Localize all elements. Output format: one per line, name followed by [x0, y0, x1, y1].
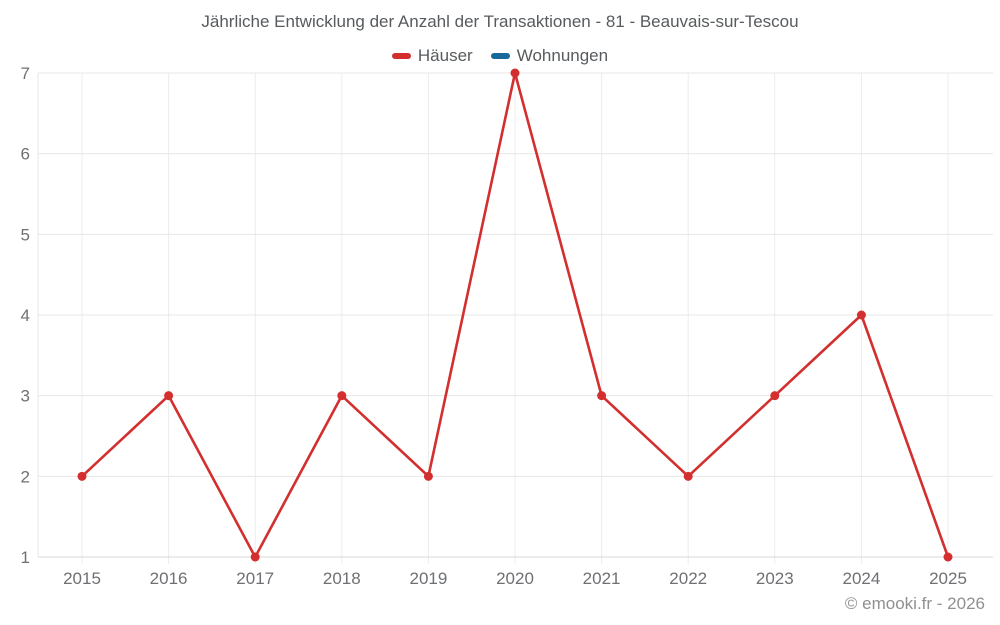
x-tick-label: 2020 [496, 569, 534, 588]
y-tick-label: 1 [21, 548, 30, 567]
legend-label: Häuser [417, 46, 473, 65]
data-point[interactable] [423, 471, 433, 481]
data-point[interactable] [510, 68, 520, 78]
x-tick-label: 2017 [236, 569, 274, 588]
x-tick-label: 2015 [63, 569, 101, 588]
legend-label: Wohnungen [516, 46, 609, 65]
x-tick-label: 2018 [323, 569, 361, 588]
y-tick-label: 4 [21, 306, 30, 325]
data-point[interactable] [164, 391, 174, 401]
data-point[interactable] [250, 552, 260, 562]
chart-title: Jährliche Entwicklung der Anzahl der Tra… [201, 12, 799, 31]
legend: Häuser Wohnungen [0, 46, 1000, 66]
y-tick-label: 7 [21, 64, 30, 83]
data-point[interactable] [943, 552, 953, 562]
y-tick-label: 6 [21, 145, 30, 164]
data-point[interactable] [770, 391, 780, 401]
x-tick-label: 2023 [756, 569, 794, 588]
x-tick-label: 2021 [583, 569, 621, 588]
legend-swatch-icon [490, 53, 510, 59]
data-point[interactable] [597, 391, 607, 401]
y-tick-label: 5 [21, 225, 30, 244]
data-point[interactable] [856, 310, 866, 320]
legend-item-haeuser[interactable]: Häuser [391, 46, 473, 66]
y-tick-label: 3 [21, 387, 30, 406]
data-point[interactable] [77, 471, 87, 481]
data-point[interactable] [337, 391, 347, 401]
legend-swatch-icon [391, 53, 411, 59]
x-tick-label: 2019 [409, 569, 447, 588]
x-tick-label: 2022 [669, 569, 707, 588]
x-tick-label: 2025 [929, 569, 967, 588]
data-point[interactable] [683, 471, 693, 481]
x-tick-label: 2024 [842, 569, 880, 588]
copyright-footer: © emooki.fr - 2026 [844, 594, 985, 613]
legend-item-wohnungen[interactable]: Wohnungen [490, 46, 609, 66]
x-tick-label: 2016 [150, 569, 188, 588]
y-tick-label: 2 [21, 467, 30, 486]
